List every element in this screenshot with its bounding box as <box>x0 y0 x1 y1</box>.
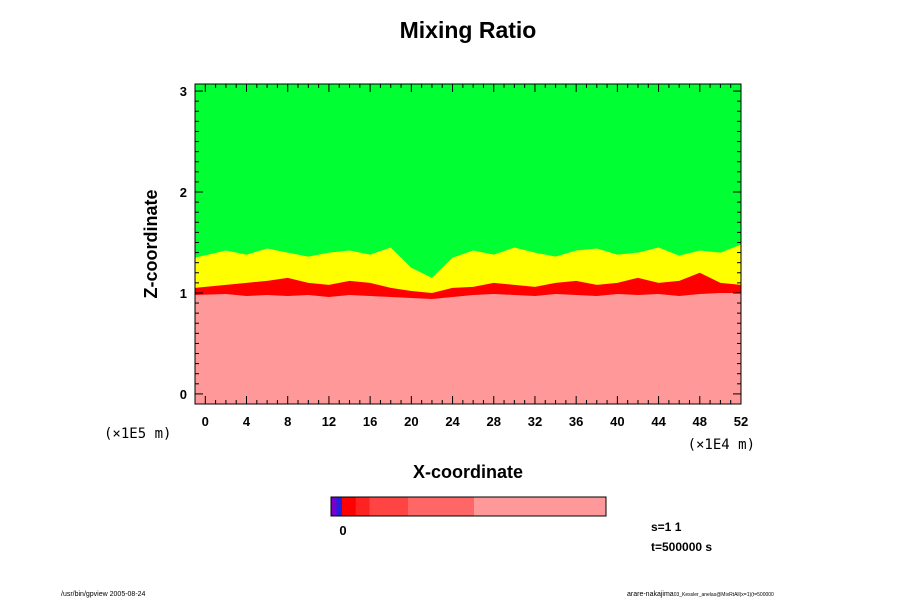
colorbar-frame <box>330 496 607 517</box>
x-tick-label: 32 <box>528 414 542 429</box>
colorbar-label: 0 <box>339 523 346 538</box>
footer-right-main: arare-nakajima <box>627 591 674 598</box>
footer-right-small: 03_Kessler_anelas@MixRtAll(x=1)(t=500000 <box>674 592 774 598</box>
x-tick-label: 44 <box>651 414 666 429</box>
chart-title: Mixing Ratio <box>400 17 537 43</box>
x-axis-label: X-coordinate <box>413 462 523 482</box>
y-scale-label: (×1E5 m) <box>104 426 171 442</box>
x-tick-label: 52 <box>734 414 748 429</box>
x-axis: 0 4 8 12 16 20 24 28 32 36 40 44 48 52 <box>194 84 748 429</box>
x-tick-label: 8 <box>284 414 291 429</box>
x-tick-label: 0 <box>202 414 209 429</box>
y-tick-label: 2 <box>180 185 187 200</box>
step-label: s=1 1 <box>651 520 682 534</box>
colorbar <box>331 497 607 516</box>
x-tick-label: 36 <box>569 414 583 429</box>
x-tick-label: 48 <box>693 414 707 429</box>
x-tick-label: 24 <box>445 414 460 429</box>
colorbar-segment <box>331 497 337 516</box>
x-tick-label: 40 <box>610 414 624 429</box>
x-tick-label: 16 <box>363 414 377 429</box>
x-tick-label: 20 <box>404 414 418 429</box>
plot-frame <box>194 83 742 405</box>
colorbar-segment <box>355 497 370 516</box>
x-tick-label: 28 <box>487 414 501 429</box>
colorbar-segment <box>342 497 357 516</box>
y-tick-label: 0 <box>180 387 187 402</box>
time-label: t=500000 s <box>651 540 712 554</box>
colorbar-segment <box>474 497 607 516</box>
colorbar-segment <box>408 497 475 516</box>
x-tick-label: 12 <box>322 414 336 429</box>
y-tick-label: 3 <box>180 84 187 99</box>
colorbar-segment <box>336 497 343 516</box>
plot-area <box>195 84 741 404</box>
x-scale-label: (×1E4 m) <box>688 437 755 453</box>
colorbar-segment <box>369 497 409 516</box>
y-tick-label: 1 <box>180 286 187 301</box>
field-lower <box>195 292 741 404</box>
footer-right: arare-nakajima03_Kessler_anelas@MixRtAll… <box>627 591 774 598</box>
y-axis: 0 1 2 3 <box>180 84 741 402</box>
footer-left: /usr/bin/gpview 2005-08-24 <box>61 591 146 598</box>
x-tick-label: 4 <box>243 414 251 429</box>
y-axis-label: Z-coordinate <box>141 189 161 298</box>
